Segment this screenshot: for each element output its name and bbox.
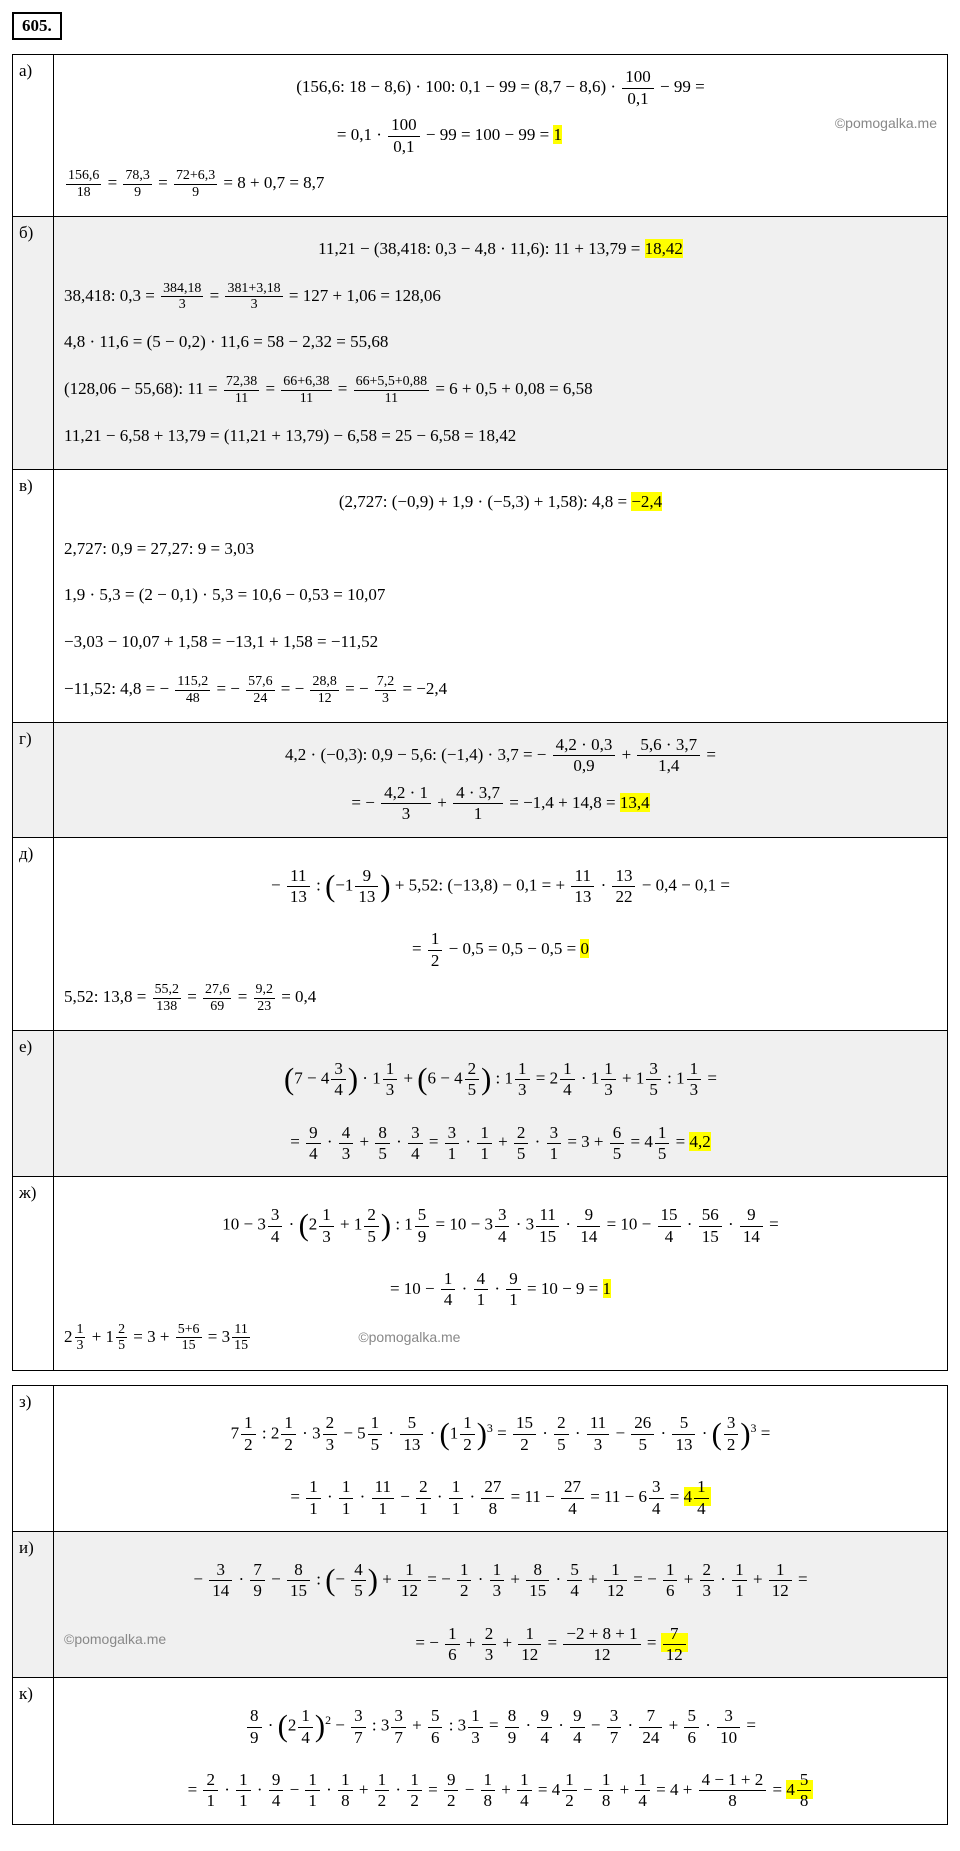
answer-zh: 1 [603,1279,612,1298]
answer-b: 18,42 [645,239,683,258]
solution-k: 89 · (214)2 − 37 : 337 + 56 : 313 = 89 ·… [54,1678,948,1824]
task-number: 605. [12,12,62,40]
solution-b: 11,21 − (38,418: 0,3 − 4,8 · 11,6): 11 +… [54,216,948,469]
solution-zh: 10 − 334 · (213 + 125) : 159 = 10 − 334 … [54,1177,948,1370]
answer-a: 1 [553,125,562,144]
answer-d: 0 [580,939,589,958]
answer-i: 712 [661,1633,688,1652]
label-e: е) [13,1030,54,1176]
solutions-table-2: з) 712 : 212 · 323 − 515 · 513 · (112)3 … [12,1385,948,1825]
solution-z: 712 : 212 · 323 − 515 · 513 · (112)3 = 1… [54,1385,948,1531]
solution-g: 4,2 · (−0,3): 0,9 − 5,6: (−1,4) · 3,7 = … [54,722,948,837]
label-k: к) [13,1678,54,1824]
watermark: ©pomogalka.me [358,1329,460,1345]
label-i: и) [13,1531,54,1677]
solution-i: − 314 · 79 − 815 : (− 45) + 112 = − 12 ·… [54,1531,948,1677]
answer-k: 458 [786,1780,813,1799]
answer-e: 4,2 [689,1132,710,1151]
label-zh: ж) [13,1177,54,1370]
answer-g: 13,4 [620,793,650,812]
solution-e: (7 − 434) · 113 + (6 − 425) : 113 = 214 … [54,1030,948,1176]
answer-v: −2,4 [631,492,662,511]
solution-d: − 1113 : (−1913) + 5,52: (−13,8) − 0,1 =… [54,837,948,1030]
label-z: з) [13,1385,54,1531]
solution-v: (2,727: (−0,9) + 1,9 · (−5,3) + 1,58): 4… [54,469,948,722]
solutions-table-1: а) (156,6: 18 − 8,6) · 100: 0,1 − 99 = (… [12,54,948,1371]
label-a: а) [13,55,54,217]
label-d: д) [13,837,54,1030]
watermark: ©pomogalka.me [835,115,937,131]
label-g: г) [13,722,54,837]
answer-z: 414 [684,1487,711,1506]
label-v: в) [13,469,54,722]
watermark: ©pomogalka.me [64,1623,166,1657]
label-b: б) [13,216,54,469]
solution-a: (156,6: 18 − 8,6) · 100: 0,1 − 99 = (8,7… [54,55,948,217]
